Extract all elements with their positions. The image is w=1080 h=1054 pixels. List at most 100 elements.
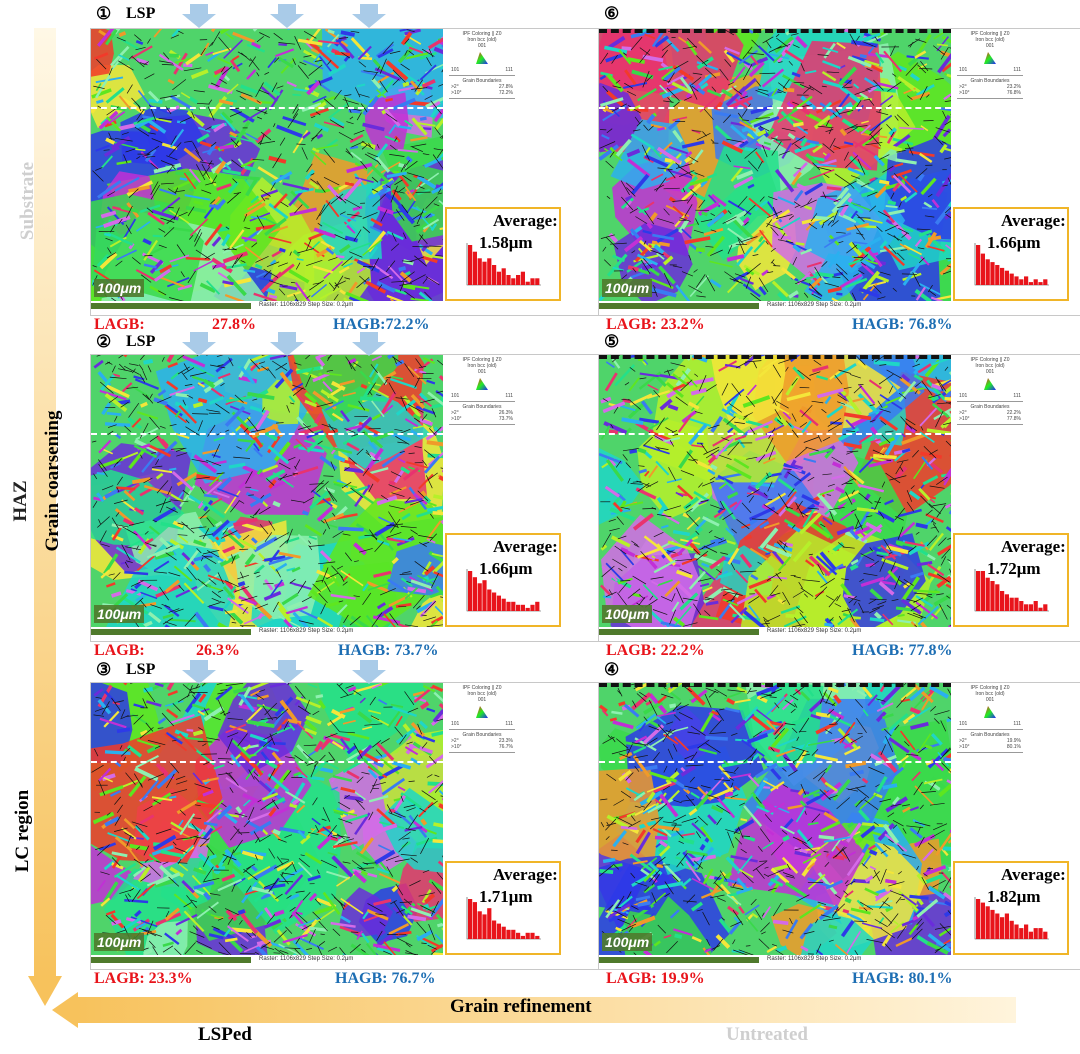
legend-title: IPF Coloring || Z0 Iron bcc (old) (970, 31, 1010, 43)
legend-title: IPF Coloring || Z0 Iron bcc (old) (970, 685, 1010, 697)
ipf-triangle-icon (984, 378, 996, 390)
scale-bar-label: 100μm (602, 279, 653, 297)
ebsd-panel: 100μm Raster: 1106x829 Step Size: 0.2μm IP… (598, 354, 1080, 642)
raster-info: Raster: 1106x829 Step Size: 0.2μm (767, 302, 862, 308)
legend-gb-title: Grain Boundaries (462, 78, 502, 84)
hagb-label: HAGB: 76.8% (852, 316, 953, 333)
average-label: Average: (493, 865, 558, 884)
lsp-label: LSP (126, 5, 156, 22)
laser-arrow-icon (182, 332, 216, 356)
ebsd-panel: 100μm Raster: 1106x829 Step Size: 0.2μm IP… (90, 28, 610, 316)
ebsd-ipf-map (91, 683, 443, 955)
histogram-bar (985, 577, 990, 611)
histogram-bar (980, 571, 985, 611)
laser-arrow-icon (352, 332, 386, 356)
scale-bar-label: 100μm (94, 605, 145, 623)
raster-info: Raster: 1106x829 Step Size: 0.2μm (767, 956, 862, 962)
lsp-depth-dashed-line (599, 433, 951, 435)
row-label-substrate: Substrate (17, 161, 38, 241)
histogram-bar (1019, 601, 1024, 611)
laser-arrow-icon (182, 4, 216, 28)
histogram-bar (496, 271, 501, 285)
laser-arrow-icon (352, 4, 386, 28)
histogram-bar (530, 278, 535, 285)
ebsd-panel: 100μm Raster: 1106x829 Step Size: 0.2μm IP… (90, 354, 610, 642)
lsp-depth-dashed-line (599, 761, 951, 763)
histogram-bar (516, 604, 521, 611)
histogram-bar (995, 265, 1000, 285)
grain-size-histogram (466, 897, 541, 940)
histogram-bar (496, 923, 501, 939)
histogram-bar (525, 607, 530, 611)
ipf-legend: IPF Coloring || Z0 Iron bcc (old) 001 101 11… (955, 31, 1025, 101)
legend-tri-top: 001 (985, 369, 995, 375)
lsp-depth-dashed-line (91, 433, 443, 435)
legend-tri-bottom: 101 111 (451, 721, 513, 727)
histogram-bar (1038, 928, 1043, 939)
histogram-bar (472, 251, 477, 285)
ebsd-panel: 100μm Raster: 1106x829 Step Size: 0.2μm IP… (598, 682, 1080, 970)
legend-title: IPF Coloring || Z0 Iron bcc (old) (462, 685, 502, 697)
lagb-label: LAGB: 19.9% (606, 970, 705, 987)
legend-gb-high: >10° 72.2% (451, 90, 513, 96)
legend-gb-high: >10° 77.8% (959, 416, 1021, 422)
histogram-bar (487, 589, 492, 611)
laser-arrow-icon (182, 660, 216, 684)
histogram-bar (472, 577, 477, 611)
legend-tri-bottom: 101 111 (451, 67, 513, 73)
legend-gb-high: >10° 76.8% (959, 90, 1021, 96)
panel-number: ① (96, 4, 112, 23)
raster-info: Raster: 1106x829 Step Size: 0.2μm (259, 956, 354, 962)
grain-size-histogram (974, 243, 1049, 286)
histogram-bar (985, 259, 990, 285)
legend-gb-title: Grain Boundaries (462, 732, 502, 738)
histogram-bar (477, 583, 482, 611)
histogram-bar (1033, 928, 1038, 939)
histogram-bar (520, 604, 525, 611)
grain-size-inset: Average: 1.82μm (953, 861, 1069, 955)
legend-gb-title: Grain Boundaries (970, 404, 1010, 410)
hagb-label: HAGB: 73.7% (338, 642, 439, 659)
histogram-bar (1028, 282, 1033, 285)
histogram-bar (1004, 594, 1009, 611)
histogram-bar (520, 935, 525, 939)
histogram-bar (1033, 601, 1038, 611)
grain-size-inset: Average: 1.66μm (953, 207, 1069, 301)
histogram-bar (1009, 273, 1014, 285)
histogram-bar (482, 914, 487, 939)
histogram-bar (1014, 924, 1019, 939)
column-label-untreated: Untreated (726, 1024, 808, 1045)
histogram-bar (980, 253, 985, 285)
average-label: Average: (1001, 537, 1066, 556)
histogram-bar (530, 932, 535, 939)
histogram-bar (468, 571, 473, 611)
histogram-bar (990, 581, 995, 611)
legend-gb-high: >10° 80.1% (959, 744, 1021, 750)
histogram-bar (520, 271, 525, 285)
legend-gb-low: >2° 19.9% (959, 738, 1021, 744)
ebsd-ipf-map (91, 355, 443, 627)
histogram-bar (1014, 597, 1019, 611)
scale-bar-label: 100μm (94, 279, 145, 297)
histogram-bar (1019, 928, 1024, 939)
panel-number: ④ (604, 660, 620, 679)
histogram-bar (535, 278, 540, 285)
hagb-label: HAGB:72.2% (333, 316, 430, 333)
scale-bar (599, 303, 759, 309)
column-label-lsped: LSPed (198, 1024, 252, 1045)
raster-info: Raster: 1106x829 Step Size: 0.2μm (767, 628, 862, 634)
histogram-bar (1019, 279, 1024, 285)
average-grain-size: 1.66μm (479, 559, 533, 578)
ipf-legend: IPF Coloring || Z0 Iron bcc (old) 001 101 11… (955, 357, 1025, 427)
panel-number: ⑥ (604, 4, 620, 23)
grain-size-inset: Average: 1.71μm (445, 861, 561, 955)
histogram-bar (516, 275, 521, 285)
laser-arrow-icon (352, 660, 386, 684)
ebsd-ipf-map (599, 683, 951, 955)
histogram-bar (535, 935, 540, 939)
histogram-bar (1028, 931, 1033, 939)
histogram-bar (487, 908, 492, 939)
histogram-bar (482, 261, 487, 285)
hagb-label: HAGB: 80.1% (852, 970, 953, 987)
histogram-bar (506, 601, 511, 611)
